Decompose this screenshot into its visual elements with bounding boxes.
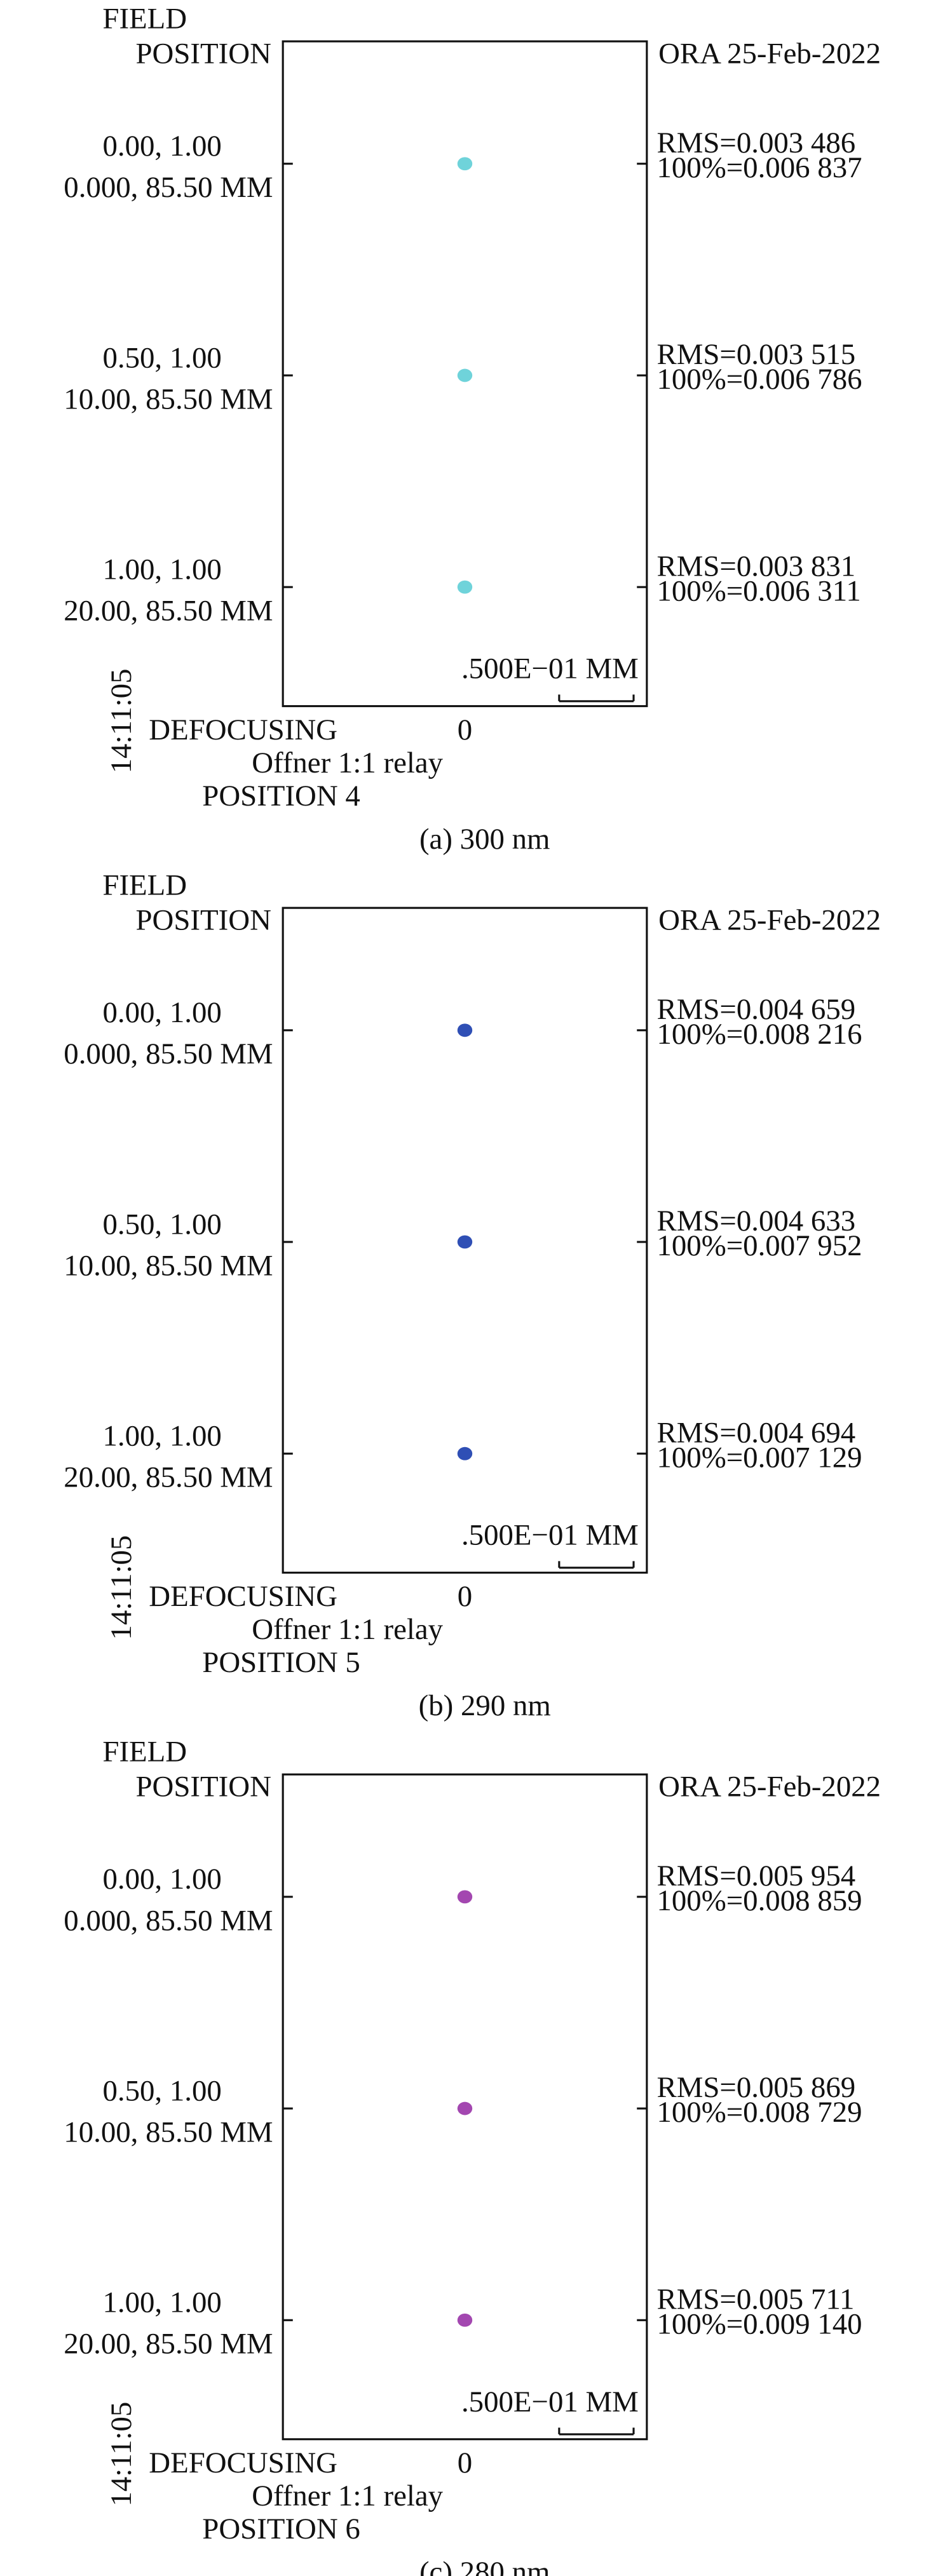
field-label: 0.50, 1.00 [102, 2074, 221, 2107]
defocus-label: DEFOCUSING [149, 1580, 337, 1613]
full-value: 100%=0.009 140 [656, 2307, 862, 2340]
spot [457, 1023, 473, 1037]
full-value: 100%=0.006 311 [656, 574, 860, 607]
full-value: 100%=0.007 129 [656, 1441, 862, 1474]
field-header: POSITION [136, 1770, 271, 1803]
caption: (a) 300 nm [419, 823, 550, 856]
rms-value: RMS=0.004 633 [656, 1204, 855, 1237]
date: ORA 25-Feb-2022 [658, 903, 881, 936]
system-title: Offner 1:1 relay [252, 746, 443, 779]
spot [457, 580, 473, 594]
field-label: 20.00, 85.50 MM [64, 595, 273, 628]
field-label: 0.000, 85.50 MM [64, 171, 273, 204]
field-label: 10.00, 85.50 MM [64, 1249, 273, 1282]
rms-value: RMS=0.003 486 [656, 126, 855, 159]
field-label: 20.00, 85.50 MM [64, 2328, 273, 2361]
full-value: 100%=0.008 216 [656, 1018, 862, 1051]
full-value: 100%=0.007 952 [656, 1229, 862, 1262]
defocus-value: 0 [458, 2446, 472, 2479]
scale-label: .500E−01 MM [461, 652, 639, 685]
defocus-value: 0 [458, 713, 472, 746]
position: POSITION 5 [202, 1646, 360, 1679]
position: POSITION 6 [202, 2512, 360, 2546]
field-label: 10.00, 85.50 MM [64, 2115, 273, 2148]
field-label: 0.00, 1.00 [102, 996, 221, 1029]
scale-label: .500E−01 MM [461, 1519, 639, 1552]
spot [457, 1446, 473, 1460]
spot [457, 1235, 473, 1249]
defocus-label: DEFOCUSING [149, 713, 337, 746]
time: 14:11:05 [105, 669, 138, 774]
rms-value: RMS=0.004 659 [656, 993, 855, 1026]
scale-label: .500E−01 MM [461, 2385, 639, 2418]
field-header: POSITION [136, 903, 271, 936]
rms-value: RMS=0.005 954 [656, 1859, 855, 1892]
field-label: 0.000, 85.50 MM [64, 1037, 273, 1070]
caption: (b) 290 nm [419, 1689, 551, 1722]
full-value: 100%=0.006 786 [656, 363, 862, 396]
field-label: 1.00, 1.00 [102, 1420, 221, 1453]
field-header: FIELD [102, 869, 187, 902]
spot [457, 2101, 473, 2115]
spot [457, 157, 473, 171]
time: 14:11:05 [105, 1535, 138, 1640]
field-label: 0.00, 1.00 [102, 1863, 221, 1896]
time: 14:11:05 [105, 2402, 138, 2507]
defocus-value: 0 [458, 1580, 472, 1613]
rms-value: RMS=0.003 515 [656, 338, 855, 371]
plot-frame [282, 40, 648, 708]
full-value: 100%=0.006 837 [656, 151, 862, 184]
spot [457, 368, 473, 382]
field-label: 20.00, 85.50 MM [64, 1461, 273, 1494]
full-value: 100%=0.008 729 [656, 2096, 862, 2129]
rms-value: RMS=0.005 711 [656, 2283, 854, 2316]
field-label: 1.00, 1.00 [102, 553, 221, 586]
rms-value: RMS=0.003 831 [656, 550, 855, 583]
field-header: FIELD [102, 1736, 187, 1769]
field-label: 10.00, 85.50 MM [64, 382, 273, 415]
field-label: 0.000, 85.50 MM [64, 1904, 273, 1937]
field-label: 0.00, 1.00 [102, 130, 221, 163]
system-title: Offner 1:1 relay [252, 1613, 443, 1646]
plot-frame [282, 1773, 648, 2441]
field-label: 0.50, 1.00 [102, 341, 221, 374]
date: ORA 25-Feb-2022 [658, 1770, 881, 1803]
field-label: 1.00, 1.00 [102, 2286, 221, 2319]
field-header: FIELD [102, 3, 187, 36]
rms-value: RMS=0.004 694 [656, 1416, 855, 1449]
system-title: Offner 1:1 relay [252, 2479, 443, 2512]
spot [457, 2313, 473, 2327]
field-header: POSITION [136, 37, 271, 70]
spot [457, 1890, 473, 1904]
caption: (c) 280 nm [419, 2556, 550, 2576]
defocus-label: DEFOCUSING [149, 2446, 337, 2479]
rms-value: RMS=0.005 869 [656, 2071, 855, 2104]
field-label: 0.50, 1.00 [102, 1208, 221, 1241]
plot-frame [282, 907, 648, 1574]
full-value: 100%=0.008 859 [656, 1884, 862, 1917]
date: ORA 25-Feb-2022 [658, 37, 881, 70]
position: POSITION 4 [202, 779, 360, 813]
